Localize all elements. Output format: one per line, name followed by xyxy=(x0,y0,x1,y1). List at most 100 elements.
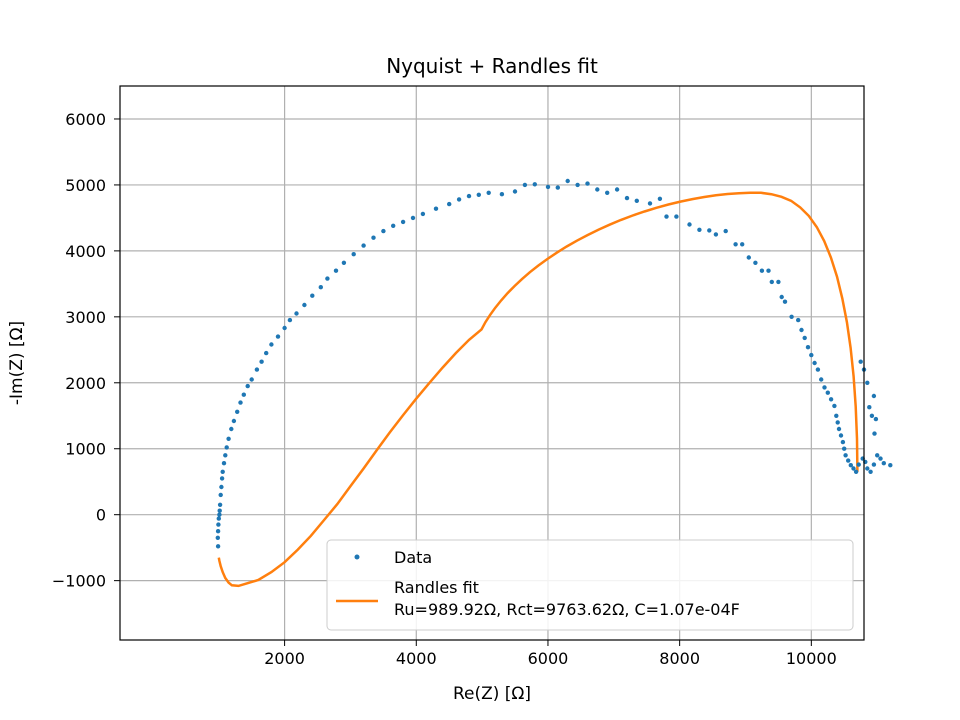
data-point xyxy=(217,508,222,513)
data-point xyxy=(310,293,315,298)
data-point xyxy=(888,463,893,468)
data-point xyxy=(753,260,758,265)
legend-label-fit: Randles fit xyxy=(394,578,479,597)
data-point xyxy=(796,317,801,323)
legend: Data Randles fit Ru=989.92Ω, Rct=9763.62… xyxy=(326,539,854,631)
data-point xyxy=(782,299,788,304)
data-point xyxy=(776,279,781,285)
x-tick-label: 4000 xyxy=(396,649,437,668)
data-point xyxy=(229,426,234,432)
data-point xyxy=(595,187,600,192)
data-point xyxy=(733,242,738,247)
data-point xyxy=(238,400,243,405)
data-point xyxy=(400,219,406,225)
y-tick-label: 0 xyxy=(96,506,106,525)
data-point xyxy=(216,516,221,521)
y-tick-label: 6000 xyxy=(65,110,106,129)
data-point xyxy=(674,214,679,219)
data-point xyxy=(217,502,223,507)
data-point xyxy=(869,413,875,418)
data-point xyxy=(809,352,814,358)
data-point xyxy=(740,242,745,247)
data-point xyxy=(282,325,287,331)
fit-line xyxy=(217,191,859,588)
data-point xyxy=(333,268,339,273)
data-point xyxy=(834,413,839,418)
data-point xyxy=(766,268,771,273)
ticks: 2000 4000 6000 8000 10000 −1000 0 1000 2000 3000 4… xyxy=(52,110,837,668)
data-point xyxy=(351,252,356,257)
data-point xyxy=(575,182,580,188)
data-point xyxy=(853,469,859,474)
data-point xyxy=(216,522,221,527)
data-point xyxy=(245,383,250,389)
data-point xyxy=(325,276,330,281)
y-tick-label: 4000 xyxy=(65,242,106,261)
legend-label-data: Data xyxy=(394,548,432,567)
data-point xyxy=(420,211,426,217)
data-point xyxy=(219,476,225,481)
data-point xyxy=(858,359,863,364)
x-tick-label: 6000 xyxy=(528,649,569,668)
data-point xyxy=(687,222,692,227)
data-point xyxy=(871,393,877,399)
data-point xyxy=(822,385,827,390)
data-point xyxy=(723,228,728,234)
data-point xyxy=(241,392,246,397)
data-point xyxy=(264,350,269,356)
data-point xyxy=(664,214,669,219)
data-point xyxy=(231,418,237,424)
data-point xyxy=(819,377,824,382)
x-axis-label: Re(Z) [Ω] xyxy=(453,684,531,704)
data-point xyxy=(872,431,877,436)
data-point xyxy=(605,190,610,195)
data-point xyxy=(555,185,560,190)
y-axis-label: -Im(Z) [Ω] xyxy=(7,321,27,405)
x-tick-label: 8000 xyxy=(659,649,700,668)
data-point xyxy=(259,359,264,364)
data-point xyxy=(433,206,439,211)
data-point xyxy=(224,445,229,450)
data-point xyxy=(391,223,396,228)
data-point xyxy=(410,215,416,221)
legend-marker-data xyxy=(354,554,360,560)
data-point xyxy=(371,235,376,240)
data-point xyxy=(215,544,221,549)
data-point xyxy=(647,201,653,206)
data-point xyxy=(779,294,784,300)
data-point xyxy=(486,190,491,195)
data-point xyxy=(624,195,630,201)
data-point xyxy=(875,453,880,458)
data-point xyxy=(840,439,846,445)
data-point xyxy=(815,367,821,372)
data-point xyxy=(269,342,274,347)
data-point xyxy=(697,227,702,232)
data-point xyxy=(634,198,639,203)
data-point xyxy=(873,416,879,422)
x-tick-label: 2000 xyxy=(264,649,305,668)
data-point xyxy=(275,334,281,339)
data-point xyxy=(532,182,537,187)
data-point xyxy=(476,192,481,197)
data-point xyxy=(302,302,307,308)
data-point xyxy=(512,189,518,194)
data-point xyxy=(585,181,590,186)
data-point xyxy=(802,335,807,341)
data-point xyxy=(746,255,751,260)
data-point xyxy=(447,201,452,207)
data-point xyxy=(842,446,847,451)
y-tick-label: 1000 xyxy=(65,440,106,459)
data-point xyxy=(825,390,830,395)
data-point xyxy=(835,420,840,425)
data-point xyxy=(341,260,347,265)
data-point xyxy=(871,462,877,467)
data-point xyxy=(223,453,228,458)
data-point xyxy=(856,462,861,467)
data-point xyxy=(235,409,240,414)
data-point xyxy=(759,268,765,273)
data-point xyxy=(381,228,386,234)
data-point xyxy=(867,405,872,410)
chart-title: Nyquist + Randles fit xyxy=(386,54,598,78)
